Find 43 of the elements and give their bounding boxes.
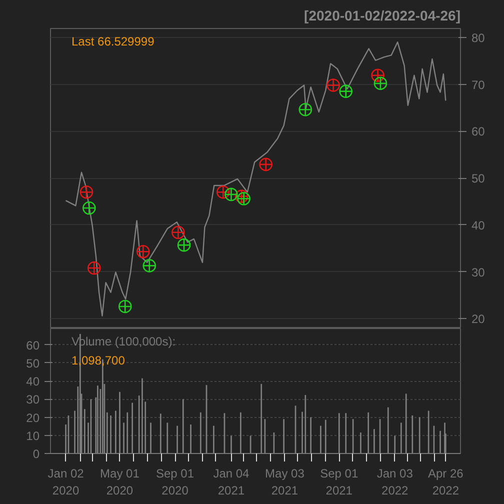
x-tick-label: Apr 26 2022 xyxy=(428,466,464,498)
point xyxy=(298,102,312,116)
point xyxy=(177,238,191,252)
point xyxy=(224,188,238,202)
point xyxy=(234,190,248,203)
point xyxy=(87,261,101,275)
x-tick-label: Jan 02 2020 xyxy=(48,466,84,498)
x-tick-label: Jan 03 2022 xyxy=(376,466,414,498)
y-tick-label: 30 xyxy=(26,392,40,407)
y-tick-label: 20 xyxy=(472,312,486,326)
point xyxy=(374,76,388,90)
x-tick-label: Sep 01 2021 xyxy=(320,466,358,498)
y-tick-label: 80 xyxy=(472,30,486,45)
point xyxy=(259,158,272,172)
point xyxy=(371,68,384,82)
x-tick-label: Jan 04 2021 xyxy=(213,466,250,498)
y-tick-label: 60 xyxy=(472,124,486,139)
point xyxy=(326,78,340,92)
y-tick-label: 10 xyxy=(26,428,40,443)
point xyxy=(237,192,250,206)
annotation: 1,098,700 xyxy=(72,354,126,368)
y-tick-label: 50 xyxy=(472,172,486,186)
point xyxy=(142,259,156,272)
point xyxy=(118,300,132,314)
y-tick-label: 60 xyxy=(26,338,40,352)
point xyxy=(80,185,94,199)
point xyxy=(216,185,230,199)
point xyxy=(82,201,96,215)
x-tick-label: Sep 01 2020 xyxy=(156,466,194,498)
y-tick-label: 0 xyxy=(32,447,40,461)
point xyxy=(339,84,353,98)
y-tick-label: 30 xyxy=(472,265,486,280)
y-tick-label: 20 xyxy=(26,410,40,425)
y-tick-label: 40 xyxy=(26,374,40,389)
annotation: Last 66.529999 xyxy=(72,34,155,48)
y-tick-label: 70 xyxy=(472,78,486,92)
chart-title: [2020-01-02/2022-04-26] xyxy=(304,8,461,24)
point xyxy=(172,226,185,240)
y-tick-label: 40 xyxy=(472,218,486,232)
point xyxy=(136,244,150,258)
x-tick-label: May 03 2021 xyxy=(265,466,305,498)
y-tick-label: 50 xyxy=(26,356,40,370)
x-tick-label: May 01 2020 xyxy=(100,466,140,498)
